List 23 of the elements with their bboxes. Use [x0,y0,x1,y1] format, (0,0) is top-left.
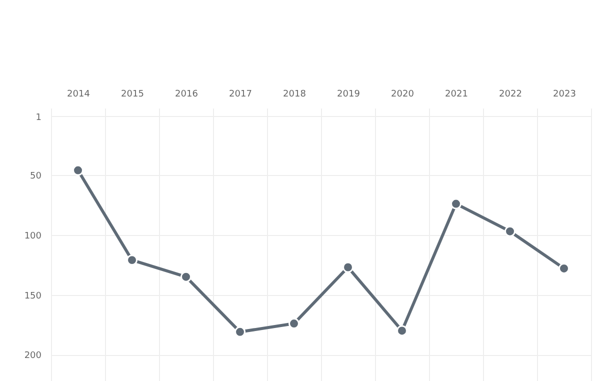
point [558,262,570,274]
y-tick-label: 150 [24,291,42,302]
x-tick-label: 2019 [337,90,360,100]
x-tick-label: 2020 [391,90,414,100]
x-tick-label: 2018 [283,90,306,100]
point [450,198,462,210]
x-tick-label: 2016 [175,90,198,100]
point [180,271,192,282]
y-tick-label: 1 [36,112,42,123]
x-tick-label: 2023 [553,90,576,100]
x-tick-label: 2015 [121,90,144,100]
x-tick-label: 2014 [67,90,90,100]
x-tick-label: 2022 [499,90,522,100]
point [342,262,354,273]
point [396,325,408,336]
y-tick-label: 50 [30,172,42,182]
x-tick-label: 2021 [445,90,468,100]
point [504,226,516,237]
x-tick-label: 2017 [229,90,252,100]
point [234,326,246,338]
y-tick-label: 100 [24,231,42,242]
point [72,164,84,176]
y-tick-label: 200 [24,351,42,362]
